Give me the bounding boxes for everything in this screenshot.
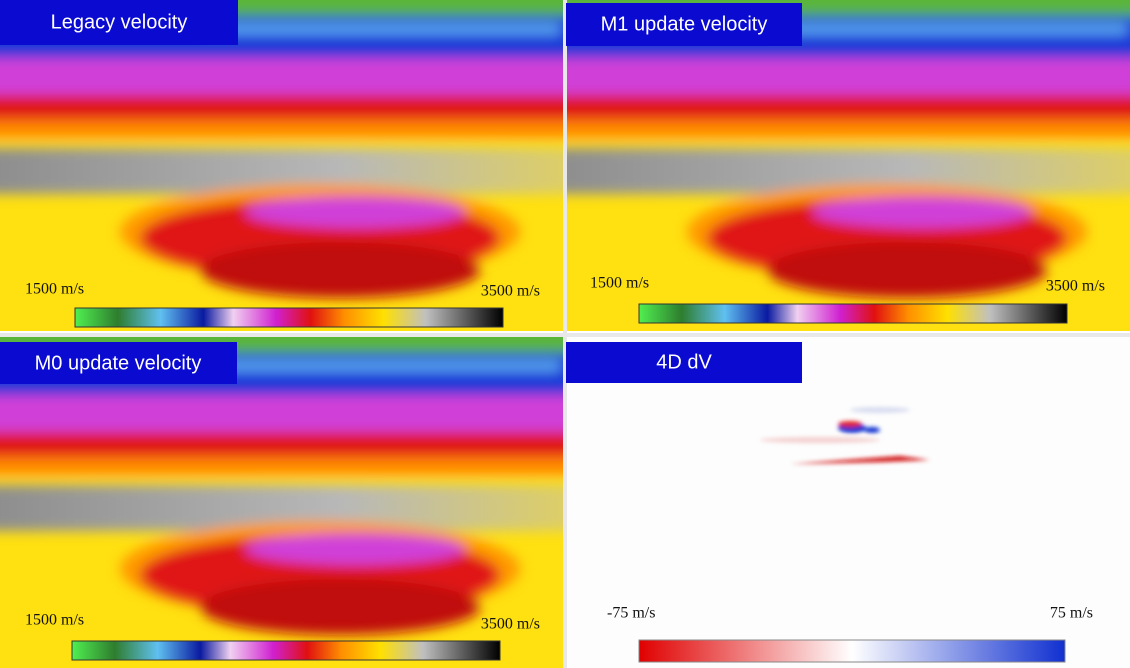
panel-title: M1 update velocity bbox=[601, 13, 768, 35]
divider bbox=[0, 333, 1130, 337]
title-box bbox=[566, 3, 802, 46]
velocity-image bbox=[0, 0, 583, 331]
min-label: 1500 m/s bbox=[25, 281, 84, 298]
min-label: 1500 m/s bbox=[25, 612, 84, 629]
max-label: 3500 m/s bbox=[1046, 278, 1105, 295]
min-label: -75 m/s bbox=[607, 605, 655, 622]
max-label: 3500 m/s bbox=[481, 616, 540, 633]
colorbar bbox=[74, 307, 504, 328]
panel-title: Legacy velocity bbox=[51, 11, 188, 33]
colorbar bbox=[638, 639, 1066, 663]
colorbar bbox=[638, 303, 1068, 324]
panel-title: 4D dV bbox=[656, 351, 712, 373]
max-label: 75 m/s bbox=[1050, 605, 1093, 622]
panel-title: M0 update velocity bbox=[35, 352, 202, 374]
dv-image bbox=[567, 337, 1130, 668]
colorbar bbox=[71, 640, 501, 661]
title-box bbox=[566, 342, 802, 383]
min-label: 1500 m/s bbox=[590, 275, 649, 292]
title-box bbox=[0, 342, 237, 384]
title-box bbox=[0, 0, 238, 45]
max-label: 3500 m/s bbox=[481, 283, 540, 300]
